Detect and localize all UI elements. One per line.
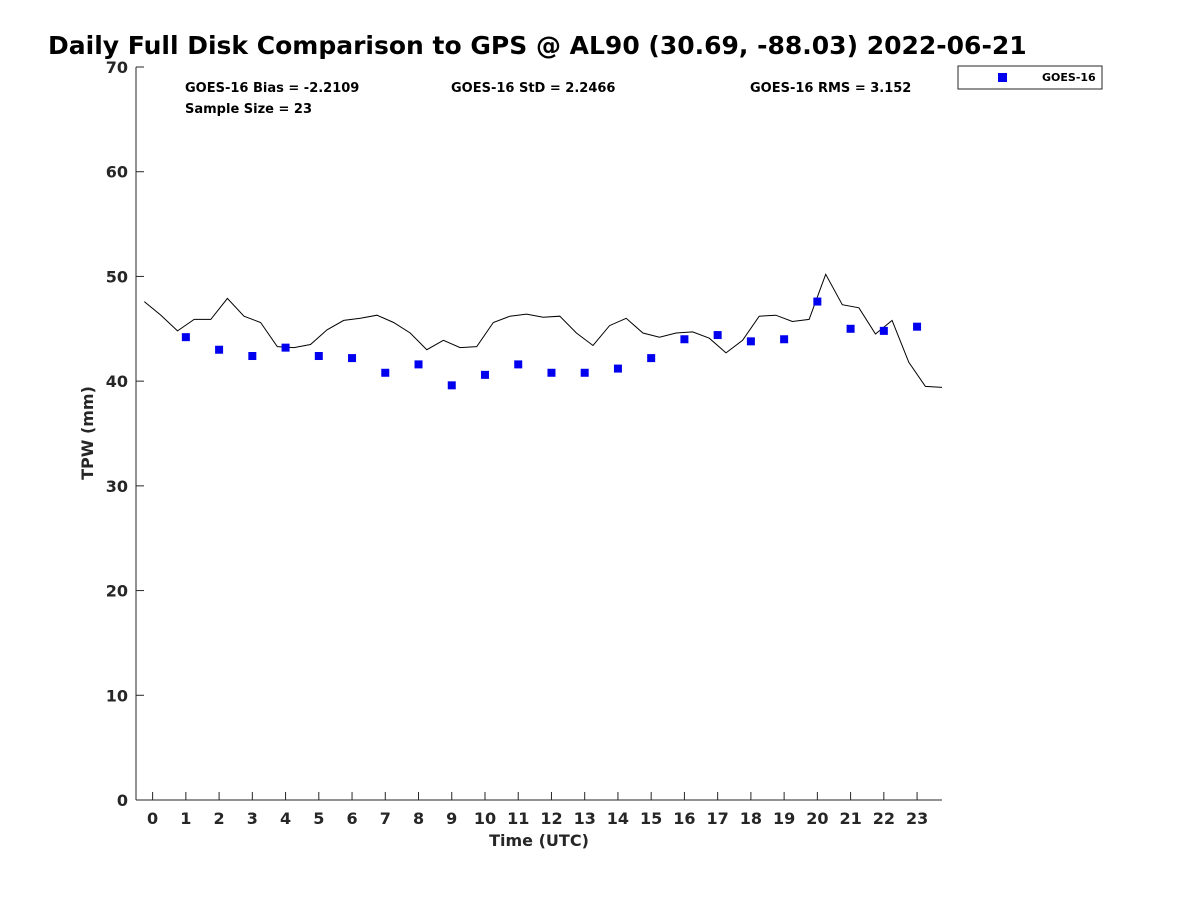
goes16-data-point	[613, 364, 622, 373]
y-tick-label: 70	[106, 58, 128, 77]
goes16-data-point	[348, 354, 357, 363]
goes16-series-points	[181, 297, 922, 390]
y-tick-label: 10	[106, 686, 128, 705]
y-ticks: 0 10 20 30 40 50 60 70	[106, 58, 144, 810]
goes16-data-point	[314, 352, 323, 361]
goes16-data-point	[447, 381, 456, 390]
y-tick-label: 0	[117, 791, 128, 810]
x-tick-label: 16	[673, 809, 695, 828]
legend-box	[957, 65, 1103, 90]
x-ticks: 0 1 2 3 4 5 6 7 8 9 10 11 12 13 14 15 16 17 18 19 20 21 22 23	[147, 792, 928, 828]
x-axis-label: Time (UTC)	[489, 831, 589, 850]
goes16-data-point	[248, 352, 257, 361]
x-tick-label: 17	[707, 809, 729, 828]
x-tick-label: 4	[280, 809, 291, 828]
y-tick-label: 30	[106, 477, 128, 496]
goes16-data-point	[215, 345, 224, 354]
x-tick-label: 21	[839, 809, 861, 828]
gps-tpw-line	[143, 273, 943, 388]
x-tick-label: 12	[540, 809, 562, 828]
goes16-data-point	[780, 335, 789, 344]
goes16-data-point	[181, 333, 190, 342]
x-tick-label: 8	[413, 809, 424, 828]
goes16-data-point	[580, 368, 589, 377]
x-tick-label: 7	[380, 809, 391, 828]
x-tick-label: 1	[180, 809, 191, 828]
legend-marker	[998, 73, 1007, 82]
x-tick-label: 5	[313, 809, 324, 828]
goes16-data-point	[514, 360, 523, 369]
x-tick-label: 11	[507, 809, 529, 828]
x-tick-label: 6	[346, 809, 357, 828]
legend-label: GOES-16	[1042, 71, 1096, 84]
x-tick-label: 18	[740, 809, 762, 828]
goes16-data-point	[414, 360, 423, 369]
gps-series-line	[143, 273, 943, 388]
stat-std: GOES-16 StD = 2.2466	[451, 81, 615, 96]
goes16-data-point	[680, 335, 689, 344]
x-tick-label: 15	[640, 809, 662, 828]
stat-sample-size: Sample Size = 23	[185, 102, 312, 117]
stat-rms: GOES-16 RMS = 3.152	[750, 81, 911, 96]
y-tick-label: 60	[106, 163, 128, 182]
y-tick-label: 20	[106, 582, 128, 601]
y-axis-label: TPW (mm)	[78, 386, 97, 480]
x-tick-label: 20	[806, 809, 828, 828]
y-tick-label: 40	[106, 372, 128, 391]
chart-title: Daily Full Disk Comparison to GPS @ AL90…	[48, 31, 1027, 60]
legend: GOES-16	[957, 65, 1103, 90]
x-tick-label: 22	[873, 809, 895, 828]
goes16-data-point	[713, 331, 722, 340]
x-tick-label: 23	[906, 809, 928, 828]
x-tick-label: 2	[214, 809, 225, 828]
goes16-data-point	[746, 337, 755, 346]
x-tick-label: 9	[446, 809, 457, 828]
x-tick-label: 14	[607, 809, 629, 828]
goes16-data-point	[281, 343, 290, 352]
y-tick-label: 50	[106, 267, 128, 286]
goes16-data-point	[913, 322, 922, 331]
goes16-data-point	[879, 326, 888, 335]
stat-bias: GOES-16 Bias = -2.2109	[185, 81, 359, 96]
goes16-data-point	[647, 354, 656, 363]
goes16-data-point	[381, 368, 390, 377]
goes16-data-point	[846, 324, 855, 333]
goes16-data-point	[813, 297, 822, 306]
goes16-data-point	[547, 368, 556, 377]
x-tick-label: 3	[247, 809, 258, 828]
x-tick-label: 19	[773, 809, 795, 828]
x-tick-label: 13	[574, 809, 596, 828]
x-tick-label: 0	[147, 809, 158, 828]
x-tick-label: 10	[474, 809, 496, 828]
goes16-data-point	[480, 370, 489, 379]
